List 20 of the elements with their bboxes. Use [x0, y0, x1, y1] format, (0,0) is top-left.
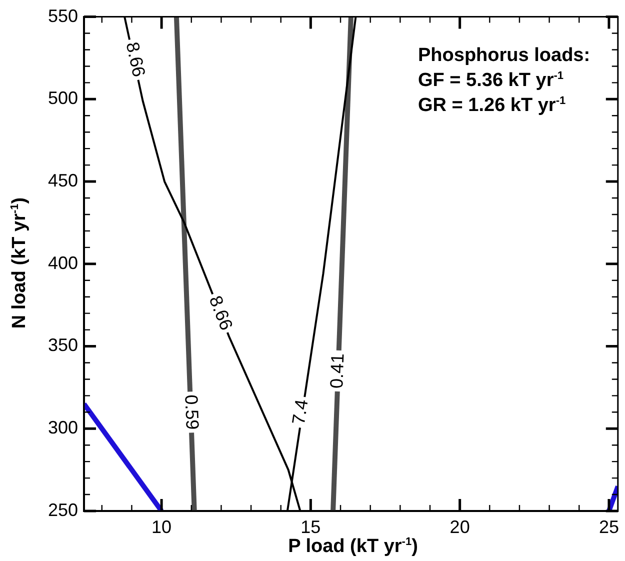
x-tick-label: 25 [598, 516, 619, 537]
y-tick-label: 250 [48, 500, 78, 520]
x-tick-label: 20 [450, 516, 470, 537]
annotation: Phosphorus loads: [418, 45, 590, 66]
annotation: GR = 1.26 kT yr$^{-1}$ [418, 94, 567, 116]
x-tick-label: 10 [152, 516, 172, 537]
annotation: 0.41 [326, 353, 348, 389]
annotation: 8.66 [122, 40, 150, 79]
y-tick-label: 400 [48, 252, 78, 273]
x-axis-title: P load (kT yr$^{-1}$) [288, 536, 418, 558]
x-tick-label: 15 [300, 516, 321, 537]
annotation: 7.4 [288, 398, 312, 426]
annotation: 0.59 [181, 394, 202, 430]
y-tick-label: 350 [48, 335, 78, 356]
annotation: 8.66 [205, 293, 237, 333]
y-tick-label: 500 [48, 88, 78, 108]
y-tick-label: 450 [48, 170, 78, 190]
annotation: GF = 5.36 kT yr$^{-1}$ [418, 69, 564, 91]
y-tick-label: 300 [48, 418, 78, 438]
y-tick-label: 550 [48, 6, 78, 26]
